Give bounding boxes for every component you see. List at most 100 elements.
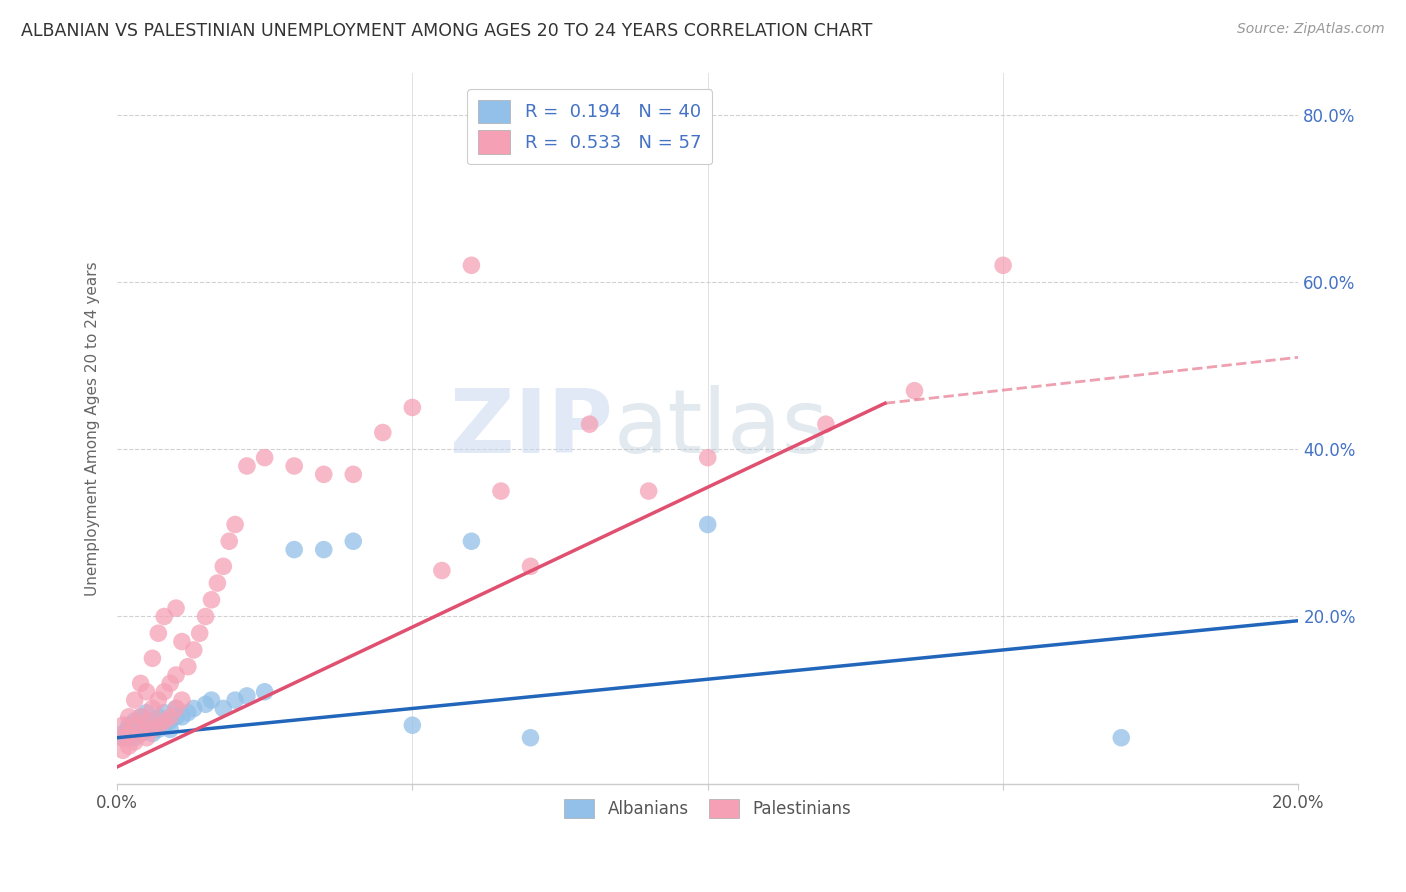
Point	[401, 718, 423, 732]
Point	[188, 626, 211, 640]
Point	[991, 258, 1014, 272]
Point	[111, 718, 134, 732]
Point	[283, 458, 305, 473]
Point	[118, 723, 141, 737]
Point	[135, 714, 157, 728]
Point	[129, 726, 152, 740]
Point	[200, 693, 222, 707]
Point	[159, 710, 181, 724]
Point	[118, 739, 141, 753]
Point	[637, 484, 659, 499]
Point	[118, 718, 141, 732]
Point	[111, 726, 134, 740]
Point	[124, 726, 146, 740]
Point	[135, 731, 157, 745]
Point	[124, 693, 146, 707]
Point	[118, 710, 141, 724]
Point	[165, 710, 187, 724]
Point	[283, 542, 305, 557]
Point	[312, 542, 335, 557]
Point	[141, 701, 163, 715]
Point	[148, 723, 170, 737]
Point	[124, 718, 146, 732]
Point	[135, 723, 157, 737]
Point	[194, 609, 217, 624]
Text: ALBANIAN VS PALESTINIAN UNEMPLOYMENT AMONG AGES 20 TO 24 YEARS CORRELATION CHART: ALBANIAN VS PALESTINIAN UNEMPLOYMENT AMO…	[21, 22, 873, 40]
Point	[194, 698, 217, 712]
Point	[253, 685, 276, 699]
Point	[1109, 731, 1132, 745]
Point	[148, 718, 170, 732]
Point	[170, 634, 193, 648]
Point	[124, 714, 146, 728]
Point	[401, 401, 423, 415]
Point	[129, 676, 152, 690]
Point	[212, 559, 235, 574]
Y-axis label: Unemployment Among Ages 20 to 24 years: Unemployment Among Ages 20 to 24 years	[86, 261, 100, 596]
Point	[460, 258, 482, 272]
Point	[207, 576, 229, 591]
Point	[111, 743, 134, 757]
Point	[696, 517, 718, 532]
Point	[460, 534, 482, 549]
Point	[170, 710, 193, 724]
Point	[141, 726, 163, 740]
Point	[153, 714, 176, 728]
Point	[489, 484, 512, 499]
Point	[124, 735, 146, 749]
Point	[236, 458, 259, 473]
Point	[159, 723, 181, 737]
Point	[118, 726, 141, 740]
Point	[141, 651, 163, 665]
Point	[578, 417, 600, 432]
Point	[165, 701, 187, 715]
Point	[371, 425, 394, 440]
Point	[177, 706, 200, 720]
Point	[236, 689, 259, 703]
Point	[224, 693, 246, 707]
Point	[519, 731, 541, 745]
Text: atlas: atlas	[613, 384, 828, 472]
Point	[153, 718, 176, 732]
Point	[159, 714, 181, 728]
Point	[224, 517, 246, 532]
Point	[696, 450, 718, 465]
Point	[129, 710, 152, 724]
Point	[165, 601, 187, 615]
Point	[159, 676, 181, 690]
Point	[129, 710, 152, 724]
Point	[165, 668, 187, 682]
Point	[153, 685, 176, 699]
Point	[519, 559, 541, 574]
Text: Source: ZipAtlas.com: Source: ZipAtlas.com	[1237, 22, 1385, 37]
Point	[342, 534, 364, 549]
Point	[177, 659, 200, 673]
Point	[141, 714, 163, 728]
Point	[141, 723, 163, 737]
Point	[183, 701, 205, 715]
Point	[111, 731, 134, 745]
Point	[118, 731, 141, 745]
Point	[312, 467, 335, 482]
Point	[153, 706, 176, 720]
Point	[183, 643, 205, 657]
Point	[148, 693, 170, 707]
Point	[170, 693, 193, 707]
Legend: Albanians, Palestinians: Albanians, Palestinians	[558, 793, 858, 825]
Text: ZIP: ZIP	[450, 384, 613, 472]
Point	[135, 706, 157, 720]
Point	[218, 534, 240, 549]
Point	[111, 731, 134, 745]
Point	[165, 701, 187, 715]
Point	[153, 609, 176, 624]
Point	[212, 701, 235, 715]
Point	[253, 450, 276, 465]
Point	[135, 718, 157, 732]
Point	[129, 726, 152, 740]
Point	[903, 384, 925, 398]
Point	[135, 685, 157, 699]
Point	[200, 592, 222, 607]
Point	[124, 731, 146, 745]
Point	[148, 626, 170, 640]
Point	[430, 564, 453, 578]
